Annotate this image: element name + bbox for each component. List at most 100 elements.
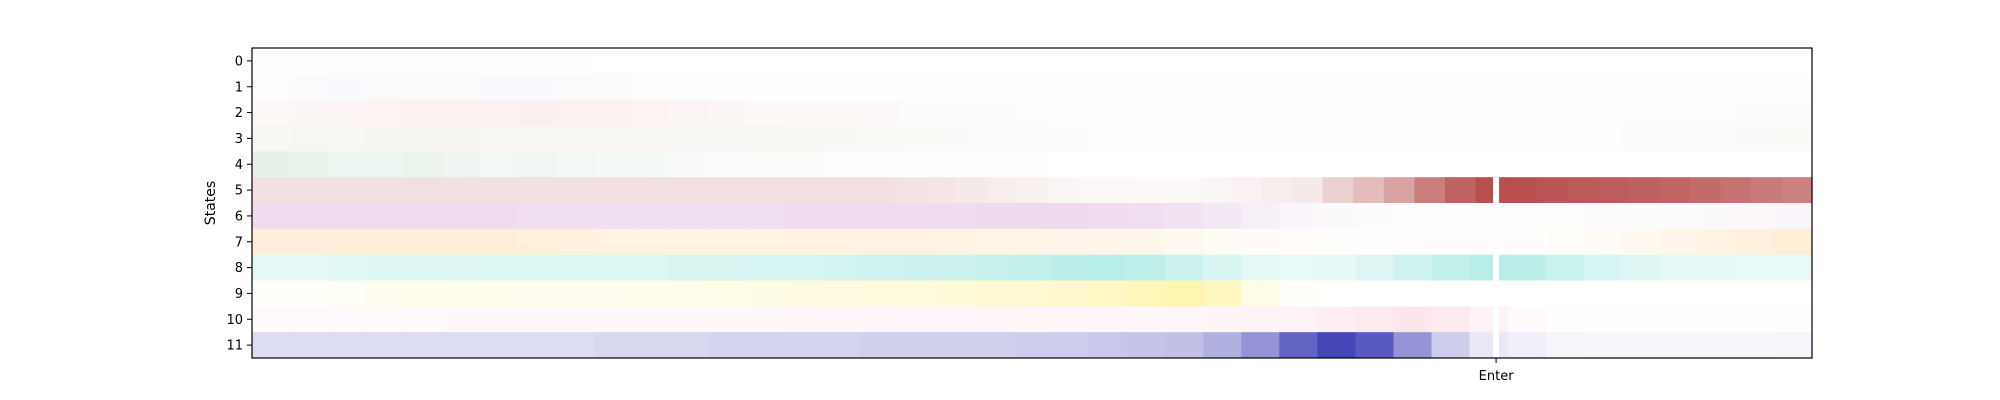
heatmap-cell-state-3 <box>404 125 443 152</box>
heatmap-cell-state-2 <box>708 99 748 126</box>
heatmap-cell-state-2 <box>1165 99 1204 126</box>
heatmap-cell-state-11 <box>480 332 519 359</box>
heatmap-cell-state-10 <box>1545 306 1585 333</box>
heatmap-cell-state-1 <box>1659 73 1699 100</box>
heatmap-cell-state-10 <box>518 306 557 333</box>
heatmap-cell-state-1 <box>1051 73 1090 100</box>
heatmap-cell-state-2 <box>860 99 900 126</box>
heatmap-cell-state-8 <box>1279 254 1318 281</box>
heatmap-cell-state-10 <box>1583 306 1623 333</box>
heatmap-cell-state-7 <box>1773 228 1813 255</box>
heatmap-cell-state-6 <box>860 203 900 230</box>
heatmap-cell-state-0 <box>290 48 329 75</box>
heatmap-cell-state-6 <box>1583 203 1623 230</box>
heatmap-cell-state-9 <box>860 280 900 307</box>
heatmap-cell-state-6 <box>708 203 748 230</box>
heatmap-cell-state-6 <box>1431 203 1471 230</box>
heatmap-cell-state-5 <box>1108 177 1140 204</box>
heatmap-cell-state-0 <box>1317 48 1357 75</box>
heatmap-cell-state-2 <box>480 99 519 126</box>
heatmap-cell-state-3 <box>936 125 976 152</box>
heatmap-cell-state-8 <box>518 254 557 281</box>
heatmap-cell-state-9 <box>1697 280 1737 307</box>
heatmap-cell-state-9 <box>442 280 481 307</box>
heatmap-cell-state-5 <box>435 177 467 204</box>
heatmap-cell-state-0 <box>1355 48 1395 75</box>
heatmap-cell-state-11 <box>1165 332 1204 359</box>
heatmap-cell-state-6 <box>556 203 596 230</box>
heatmap-cell-state-6 <box>974 203 1014 230</box>
heatmap-cell-state-0 <box>1697 48 1737 75</box>
heatmap-cell-state-8 <box>784 254 824 281</box>
heatmap-cell-state-5 <box>955 177 987 204</box>
heatmap-cell-state-2 <box>1431 99 1471 126</box>
heatmap-cell-state-6 <box>1051 203 1090 230</box>
heatmap-cell-state-7 <box>1012 228 1052 255</box>
heatmap-cell-state-3 <box>518 125 557 152</box>
heatmap-cell-state-7 <box>1507 228 1547 255</box>
heatmap-cell-state-5 <box>1659 177 1691 204</box>
heatmap-cell-state-10 <box>1241 306 1280 333</box>
heatmap-cell-state-9 <box>1317 280 1357 307</box>
heatmap-cell-state-11 <box>822 332 862 359</box>
heatmap-cell-state-5 <box>1200 177 1232 204</box>
heatmap-cell-state-7 <box>556 228 596 255</box>
y-axis-label: States <box>203 181 219 225</box>
heatmap-cell-state-5 <box>1414 177 1446 204</box>
heatmap-cell-state-8 <box>480 254 519 281</box>
heatmap-cell-state-4 <box>480 151 519 178</box>
heatmap-cell-state-7 <box>632 228 672 255</box>
heatmap-cell-state-7 <box>1393 228 1433 255</box>
heatmap-cell-state-3 <box>708 125 748 152</box>
heatmap-cell-state-5 <box>710 177 743 204</box>
heatmap-cell-state-1 <box>290 73 329 100</box>
heatmap-cell-state-2 <box>1659 99 1699 126</box>
heatmap-cell-state-0 <box>1241 48 1280 75</box>
heatmap-cell-state-4 <box>822 151 862 178</box>
heatmap-cell-state-3 <box>1089 125 1128 152</box>
heatmap-cell-state-9 <box>1241 280 1280 307</box>
heatmap-cell-state-5 <box>1689 177 1721 204</box>
heatmap-cell-state-2 <box>1583 99 1623 126</box>
heatmap-cell-state-9 <box>1659 280 1699 307</box>
heatmap-cell-state-11 <box>708 332 748 359</box>
heatmap-cell-state-11 <box>1507 332 1547 359</box>
heatmap-cell-state-3 <box>252 125 291 152</box>
heatmap-cell-state-1 <box>1697 73 1737 100</box>
heatmap-cell-state-2 <box>366 99 405 126</box>
heatmap-cell-state-1 <box>670 73 710 100</box>
plot-frame <box>251 47 1813 359</box>
heatmap-cell-state-2 <box>1127 99 1166 126</box>
heatmap-cell-state-7 <box>1279 228 1318 255</box>
heatmap-cell-state-4 <box>1507 151 1547 178</box>
heatmap-cell-state-5 <box>1750 177 1783 204</box>
heatmap-cell-state-5 <box>343 177 375 204</box>
heatmap-cell-state-2 <box>518 99 557 126</box>
heatmap-cell-state-2 <box>1279 99 1318 126</box>
heatmap-cell-state-9 <box>252 280 291 307</box>
heatmap-cell-state-8 <box>1507 254 1547 281</box>
heatmap-cell-state-5 <box>1506 177 1538 204</box>
heatmap-cell-state-3 <box>1317 125 1357 152</box>
heatmap-cell-state-0 <box>974 48 1014 75</box>
heatmap-cell-state-6 <box>252 203 291 230</box>
heatmap-cell-state-4 <box>1203 151 1242 178</box>
heatmap-cell-state-10 <box>328 306 367 333</box>
heatmap-cell-state-6 <box>1165 203 1204 230</box>
heatmap-cell-state-8 <box>746 254 786 281</box>
heatmap-cell-state-3 <box>1165 125 1204 152</box>
heatmap-cell-state-0 <box>670 48 710 75</box>
heatmap-cell-state-3 <box>442 125 481 152</box>
heatmap-cell-state-2 <box>1089 99 1128 126</box>
heatmap-cell-state-9 <box>784 280 824 307</box>
heatmap-cell-state-8 <box>860 254 900 281</box>
heatmap-cell-state-7 <box>1355 228 1395 255</box>
heatmap-cell-state-9 <box>1735 280 1775 307</box>
heatmap-cell-state-8 <box>1317 254 1357 281</box>
heatmap-cell-state-6 <box>1355 203 1395 230</box>
heatmap-cell-state-7 <box>404 228 443 255</box>
heatmap-cell-state-11 <box>1089 332 1128 359</box>
heatmap-cell-state-1 <box>1735 73 1775 100</box>
heatmap-cell-state-6 <box>1127 203 1166 230</box>
